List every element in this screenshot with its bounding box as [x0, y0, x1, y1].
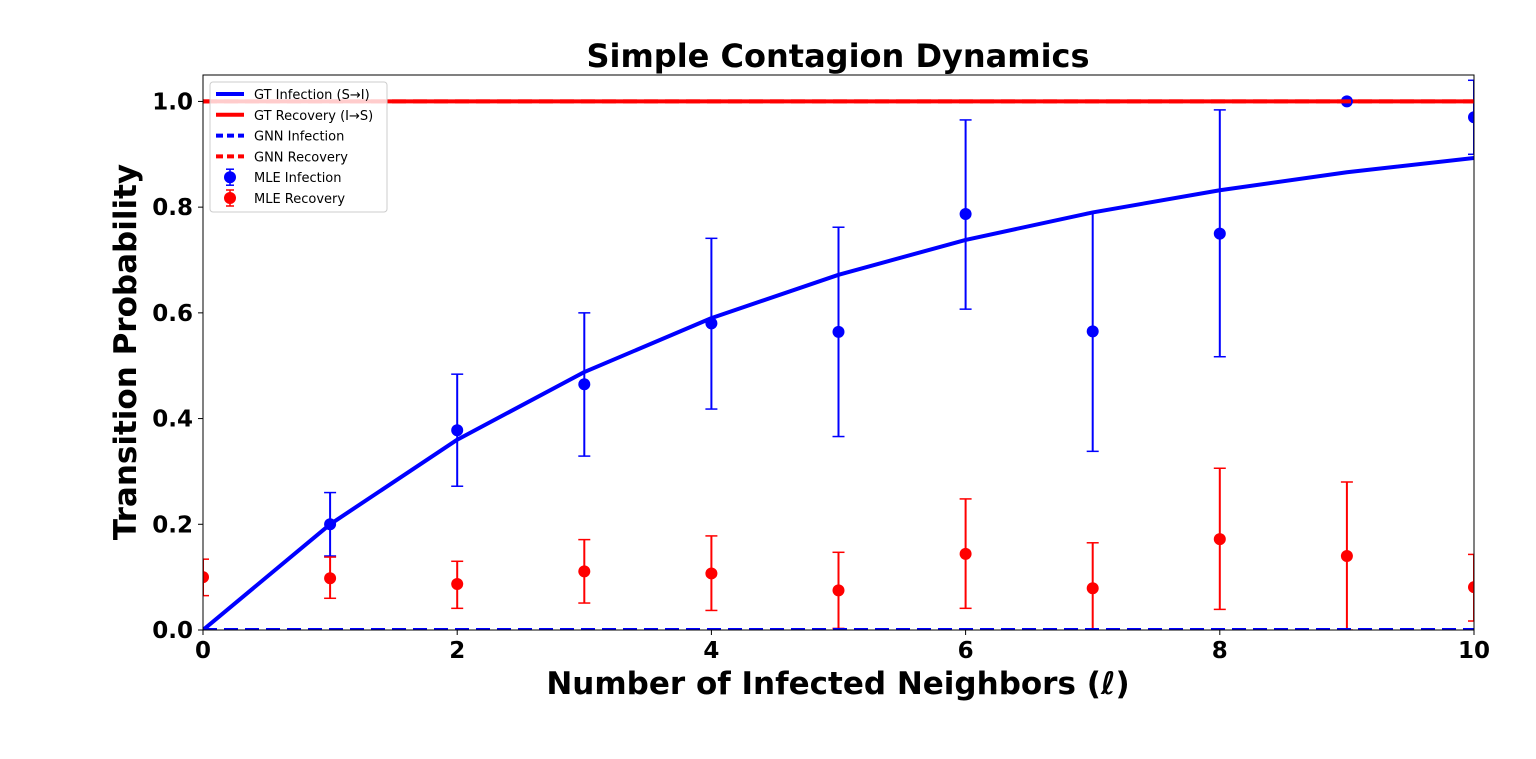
point-mle-recovery: [832, 584, 845, 597]
legend-label-mle-infection: MLE Infection: [254, 171, 342, 186]
legend-box: [209, 81, 388, 213]
y-tick-label: 0.2: [152, 512, 193, 538]
y-tick-label: 1.0: [152, 89, 193, 115]
legend-swatch-marker-mle-recovery: [224, 192, 236, 204]
axes-frame: [202, 74, 1475, 631]
x-tick-label: 0: [195, 638, 211, 664]
point-mle-recovery: [1468, 581, 1474, 594]
point-mle-recovery: [705, 567, 718, 580]
y-tick-label: 0.8: [152, 195, 193, 221]
point-mle-recovery: [1340, 550, 1353, 562]
point-mle-infection: [451, 424, 464, 437]
point-mle-recovery: [959, 547, 972, 560]
point-mle-infection: [832, 325, 845, 338]
x-tick-label: 8: [1212, 638, 1228, 664]
legend-swatch-marker-mle-infection: [224, 171, 236, 184]
point-mle-infection: [959, 208, 972, 221]
x-axis-label: Number of Infected Neighbors (ℓ): [546, 666, 1129, 702]
plot-area: [203, 79, 1474, 630]
point-mle-recovery: [1213, 533, 1226, 546]
chart-title: Simple Contagion Dynamics: [586, 37, 1089, 75]
legend-label-gnn-infection: GNN Infection: [254, 130, 344, 145]
legend-label-gt-recovery-i-s: GT Recovery (I→S): [254, 109, 373, 124]
point-mle-recovery: [324, 572, 337, 585]
y-tick-label: 0.4: [152, 407, 193, 433]
axis-ticks: 0 2 4 6 8 10 0.0 0.2 0.4 0.6 0.8 1.0: [152, 89, 1490, 664]
x-tick-label: 2: [449, 638, 465, 664]
plot-series-group: [203, 79, 1474, 630]
point-mle-infection: [1213, 227, 1226, 240]
legend-label-gt-infection-s-i: GT Infection (S→I): [254, 88, 370, 103]
legend: GT Infection (S→I) GT Recovery (I→S) GNN I…: [209, 81, 388, 213]
y-tick-label: 0.6: [152, 301, 193, 327]
point-mle-infection: [1468, 111, 1474, 124]
point-mle-infection: [1086, 325, 1099, 338]
point-mle-infection: [705, 317, 718, 330]
point-mle-recovery: [578, 565, 591, 578]
point-mle-infection: [578, 378, 591, 391]
legend-label-mle-recovery: MLE Recovery: [254, 192, 345, 207]
point-mle-recovery: [1086, 582, 1099, 595]
x-tick-label: 10: [1458, 638, 1490, 664]
point-mle-recovery: [203, 571, 209, 584]
point-mle-recovery: [451, 578, 464, 591]
x-tick-label: 6: [958, 638, 974, 664]
y-tick-label: 0.0: [152, 618, 193, 644]
x-tick-label: 4: [703, 638, 719, 664]
point-mle-infection: [324, 518, 337, 531]
legend-label-gnn-recovery: GNN Recovery: [254, 150, 348, 165]
y-axis-label: Transition Probability: [108, 164, 144, 540]
